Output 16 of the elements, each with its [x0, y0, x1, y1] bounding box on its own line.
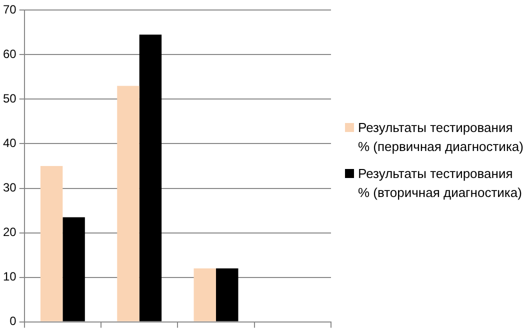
y-tick-label: 60: [2, 47, 17, 62]
legend-label: Результаты тестирования % (первичная диагностика): [358, 119, 524, 156]
y-tick-label: 10: [2, 270, 17, 284]
bar: [117, 86, 140, 322]
bar: [216, 268, 238, 322]
y-tick-label: 50: [2, 92, 17, 106]
y-tick-label: 30: [2, 180, 17, 195]
bar: [194, 268, 216, 322]
y-tick-label: 20: [2, 225, 17, 240]
y-tick-label: 0: [10, 314, 17, 328]
y-tick-label: 40: [2, 136, 17, 150]
bar: [40, 166, 63, 322]
bar: [139, 34, 162, 322]
y-tick-label: 70: [2, 2, 17, 17]
bar: [62, 217, 85, 322]
legend-label: Результаты тестирования % (вторичная диагностика): [358, 165, 523, 202]
